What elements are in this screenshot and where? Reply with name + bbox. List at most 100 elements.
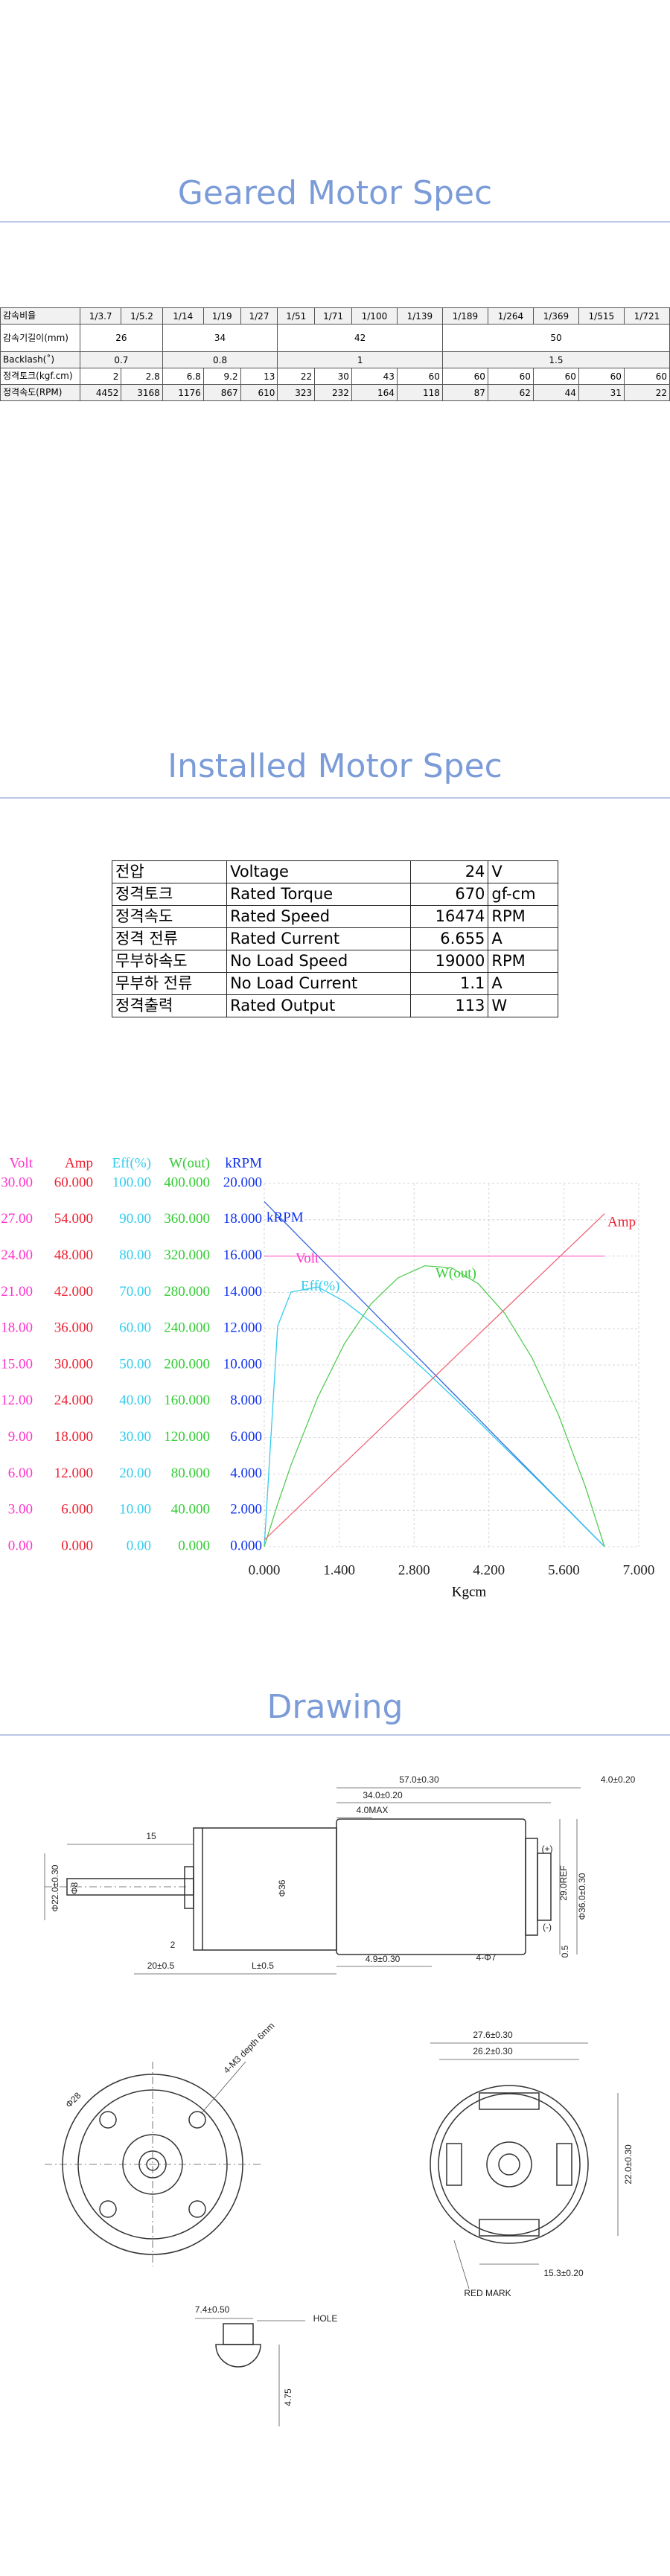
axis-header: Eff(%)	[112, 1155, 151, 1171]
y-tick-label: 0.000	[230, 1538, 262, 1553]
dimension-label: 29.0REF	[558, 1865, 569, 1900]
side-view	[44, 1787, 581, 1975]
y-tick-label: 100.00	[112, 1174, 151, 1190]
axis-header: W(out)	[169, 1155, 210, 1171]
torque-cell: 60	[441, 368, 488, 385]
torque-cell: 60	[532, 368, 579, 385]
dimension-label: 4.75	[283, 2388, 293, 2406]
section-title: Drawing	[267, 1688, 403, 1726]
ratio-cell: 1/100	[351, 307, 398, 325]
table-row: 정격 전류 Rated Current 6.655 A	[111, 927, 558, 950]
table-cell: No Load Speed	[226, 950, 412, 973]
y-tick-label: 120.000	[164, 1429, 210, 1445]
dimension-label: Φ36	[277, 1879, 287, 1896]
dimension-label: 4.0±0.20	[601, 1774, 636, 1785]
torque-cell: 2.8	[121, 368, 163, 385]
dimension-label: (+)	[542, 1844, 553, 1854]
ratio-cell: 1/51	[277, 307, 316, 325]
row-label: Backlash(˚)	[0, 351, 80, 368]
table-cell: Rated Current	[226, 927, 412, 950]
series-line	[264, 1213, 605, 1541]
x-tick-label: 5.600	[548, 1562, 580, 1578]
table-cell: 670	[410, 883, 489, 906]
y-tick-label: 18.000	[54, 1429, 93, 1445]
speed-cell: 610	[240, 384, 278, 401]
y-tick-label: 6.000	[61, 1502, 93, 1518]
speed-cell: 867	[202, 384, 241, 401]
section-title: Installed Motor Spec	[168, 747, 502, 785]
x-tick-label: 4.200	[473, 1562, 505, 1578]
table-row: 정격속도 Rated Speed 16474 RPM	[111, 905, 558, 928]
table-cell: 113	[410, 994, 489, 1017]
section-title: Geared Motor Spec	[177, 174, 493, 212]
table-cell: 정격토크	[111, 883, 228, 906]
dimension-label: 4.0MAX	[357, 1805, 389, 1815]
speed-cell: 62	[487, 384, 534, 401]
divider	[0, 797, 670, 799]
table-cell: 24	[410, 860, 489, 883]
torque-cell: 22	[277, 368, 316, 385]
series-label: Eff(%)	[301, 1278, 339, 1294]
dimension-label: (-)	[543, 1922, 552, 1932]
y-tick-label: 48.000	[54, 1247, 93, 1263]
motor-drawing: 57.0±0.30 4.0±0.20 34.0±0.20 4.0MAX 15 Φ22.0±…	[44, 1774, 636, 2426]
dimension-label: RED MARK	[464, 2288, 511, 2298]
torque-cell: 6.8	[162, 368, 204, 385]
series-label: Volt	[296, 1250, 319, 1266]
y-tick-label: 240.000	[164, 1320, 210, 1336]
y-tick-label: 30.00	[119, 1429, 151, 1445]
y-tick-label: 12.000	[54, 1466, 93, 1481]
table-cell: 6.655	[410, 927, 489, 950]
y-tick-label: 24.000	[54, 1393, 93, 1408]
ratio-cell: 1/721	[623, 307, 670, 325]
torque-cell: 60	[396, 368, 443, 385]
torque-cell: 60	[623, 368, 670, 385]
ratio-cell: 1/189	[441, 307, 488, 325]
dimension-label: 7.4±0.50	[195, 2304, 230, 2315]
y-tick-label: 70.00	[119, 1284, 151, 1300]
y-tick-label: 10.00	[119, 1502, 151, 1518]
table-cell: 정격출력	[111, 994, 228, 1017]
dimension-label: 34.0±0.20	[363, 1790, 403, 1800]
y-tick-label: 6.00	[8, 1466, 33, 1481]
y-tick-label: 21.00	[1, 1284, 33, 1300]
table-row: 무부하속도 No Load Speed 19000 RPM	[111, 950, 558, 973]
torque-cell: 13	[240, 368, 278, 385]
y-tick-label: 2.000	[230, 1502, 262, 1518]
ratio-cell: 1/71	[314, 307, 352, 325]
installed-spec-table: 전압 Voltage 24 V 정격토크 Rated Torque 670 gf-cm 정격속도…	[111, 860, 558, 1017]
table-cell: gf-cm	[488, 883, 558, 906]
dimension-label: 2	[170, 1940, 176, 1950]
table-row: 무부하 전류 No Load Current 1.1 A	[111, 972, 558, 995]
table-cell: Voltage	[226, 860, 412, 883]
ratio-cell: 1/27	[240, 307, 278, 325]
speed-cell: 232	[314, 384, 352, 401]
length-cell: 42	[277, 324, 443, 352]
table-row: 전압 Voltage 24 V	[111, 860, 558, 883]
backlash-cell: 0.7	[80, 351, 163, 368]
speed-cell: 323	[277, 384, 316, 401]
torque-cell: 43	[351, 368, 398, 385]
x-tick-label: 1.400	[323, 1562, 355, 1578]
y-tick-label: 0.00	[127, 1538, 151, 1553]
torque-cell: 60	[578, 368, 625, 385]
series-line	[264, 1201, 605, 1547]
y-tick-label: 90.00	[119, 1211, 151, 1227]
y-tick-label: 8.000	[230, 1393, 262, 1408]
axis-header: kRPM	[225, 1155, 262, 1171]
front-view	[45, 2061, 261, 2266]
dimension-label: 15	[146, 1831, 156, 1841]
y-tick-label: 18.000	[223, 1211, 262, 1227]
x-tick-label: 0.000	[249, 1562, 281, 1578]
speed-cell: 87	[441, 384, 488, 401]
table-cell: RPM	[488, 950, 558, 973]
table-row: 감속기길이(mm) 26 34 42 50	[0, 324, 670, 352]
speed-cell: 31	[578, 384, 625, 401]
y-tick-label: 80.000	[171, 1466, 210, 1481]
speed-cell: 164	[351, 384, 398, 401]
ratio-cell: 1/139	[396, 307, 443, 325]
table-cell: A	[488, 927, 558, 950]
y-tick-label: 14.000	[223, 1284, 262, 1300]
torque-cell: 9.2	[202, 368, 241, 385]
